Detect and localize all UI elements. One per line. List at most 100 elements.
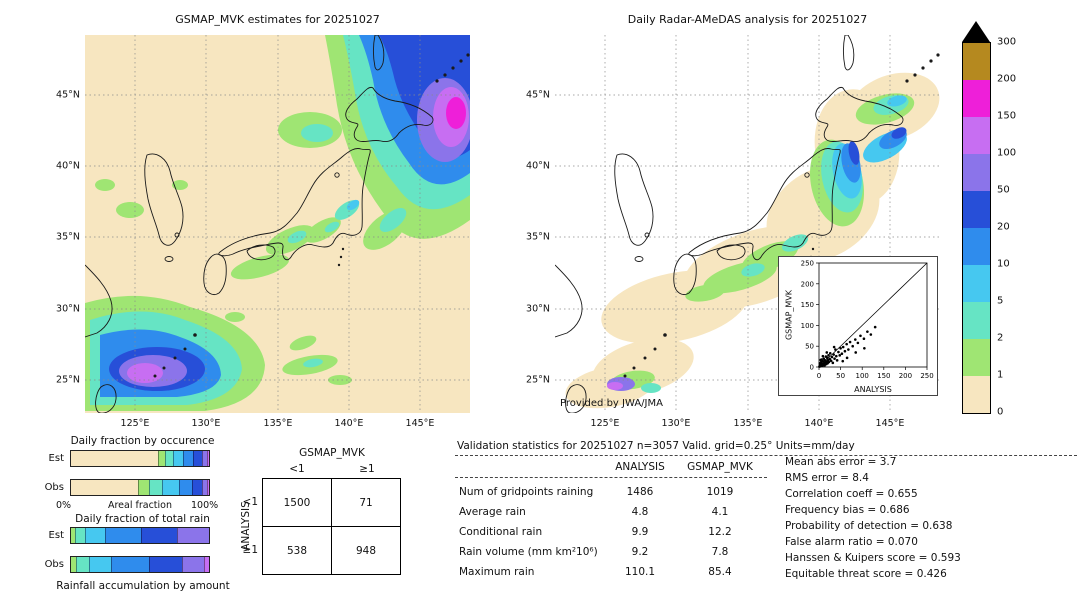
bar-segment <box>149 480 163 495</box>
areal-axis-label: Areal fraction <box>107 500 172 511</box>
colorbar-band-5-10 <box>963 265 990 302</box>
svg-text:0: 0 <box>810 364 814 372</box>
colorbar-label: 20 <box>997 221 1010 233</box>
bar-segment <box>157 451 166 466</box>
contingency-cell-hit-none: 1500 <box>262 478 332 527</box>
validation-stats-panel: Validation statistics for 20251027 n=305… <box>455 440 1077 600</box>
y-tick-label: 40°N <box>56 160 80 172</box>
data-credit: Provided by JWA/JMA <box>560 398 663 409</box>
contingency-col-header-ge1: ≥1 <box>359 463 375 475</box>
occurrence-bar-obs <box>70 479 210 496</box>
bar-segment <box>172 451 183 466</box>
bar-segment <box>104 528 141 543</box>
occurrence-chart-title: Daily fraction by occurence <box>70 435 215 447</box>
x-tick-label: 140°E <box>804 418 834 429</box>
totalrain-bar-obs <box>70 556 210 573</box>
svg-text:150: 150 <box>801 301 814 309</box>
svg-text:200: 200 <box>899 372 912 380</box>
occurrence-bar-est <box>70 450 210 467</box>
colorbar-label: 5 <box>997 295 1004 307</box>
colorbar-label: 200 <box>997 73 1017 85</box>
bar-segment <box>149 557 182 572</box>
svg-text:250: 250 <box>920 372 933 380</box>
colorbar-overflow-triangle <box>962 21 990 42</box>
y-tick-label: 45°N <box>526 89 550 101</box>
colorbar-label: 150 <box>997 110 1017 122</box>
colorbar-band-150-200 <box>963 80 990 117</box>
colorbar-label: 1 <box>997 369 1004 381</box>
x-tick-label: 130°E <box>661 418 691 429</box>
bar-segment <box>89 557 112 572</box>
x-tick-label: 135°E <box>263 418 293 429</box>
stats-row: Maximum rain 110.1 85.4 <box>459 566 732 578</box>
contingency-row-header-ge1: ≥1 <box>242 544 258 556</box>
areal-axis-min: 0% <box>56 500 72 511</box>
bar-segment <box>162 480 179 495</box>
stats-row: Rain volume (mm km²10⁶) 9.2 7.8 <box>459 546 729 558</box>
bar-segment <box>140 528 178 543</box>
x-tick-label: 140°E <box>334 418 364 429</box>
gsmap-precip-map-svg <box>85 35 470 413</box>
y-tick-label: 35°N <box>526 231 550 243</box>
metric-line: RMS error = 8.4 <box>785 472 869 484</box>
bar-segment <box>206 451 210 466</box>
stats-row: Conditional rain 9.9 12.2 <box>459 526 732 538</box>
bar-segment <box>165 451 173 466</box>
bar-segment <box>111 557 150 572</box>
gsmap-precipitation-field <box>85 35 470 411</box>
bar-segment <box>71 480 138 495</box>
bar-segment <box>177 528 210 543</box>
scatter-svg: 00 50 50 100 100 150 150 200 200 250 250 <box>801 260 934 381</box>
colorbar-band-20-50 <box>963 191 990 228</box>
metric-line: Mean abs error = 3.7 <box>785 456 897 468</box>
y-tick-label: 35°N <box>56 231 80 243</box>
radar-precip-map: 25°N 30°N 35°N 40°N 45°N 125°E 130°E 135°E 140°… <box>526 35 940 429</box>
contingency-cell-miss: 538 <box>262 526 332 575</box>
metric-line: Hanssen & Kuipers score = 0.593 <box>785 552 961 564</box>
svg-text:100: 100 <box>856 372 869 380</box>
contingency-col-title: GSMAP_MVK <box>299 447 365 459</box>
x-tick-label: 145°E <box>875 418 905 429</box>
colorbar-label: 50 <box>997 184 1010 196</box>
bar-segment <box>74 528 86 543</box>
divider <box>455 477 767 478</box>
y-tick-label: 40°N <box>526 160 550 172</box>
contingency-cell-false-alarm: 71 <box>331 478 401 527</box>
divider <box>455 455 1077 456</box>
colorbar-band-0-1 <box>963 376 990 413</box>
bar-segment <box>191 480 202 495</box>
colorbar-band-100-150 <box>963 117 990 154</box>
radar-precipitation-field <box>607 93 915 393</box>
contingency-col-headers: <1 ≥1 <box>262 463 402 475</box>
colorbar-band-1-2 <box>963 339 990 376</box>
colorbar-label: 0 <box>997 406 1004 418</box>
colorbar-band-50-100 <box>963 154 990 191</box>
colorbar-label: 10 <box>997 258 1010 270</box>
bar-segment <box>182 451 193 466</box>
stats-col-headers: ANALYSIS GSMAP_MVK <box>455 461 765 473</box>
radar-map-title: Daily Radar-AMeDAS analysis for 20251027 <box>627 13 868 26</box>
colorbar-label: 2 <box>997 332 1004 344</box>
colorbar-labels: 300 200 150 100 50 20 10 5 2 1 0 <box>997 37 1037 418</box>
stats-col-gsmap: GSMAP_MVK <box>687 461 753 473</box>
bar-segment <box>71 557 77 572</box>
totalrain-est-label: Est <box>48 530 64 541</box>
bar-segment <box>71 451 158 466</box>
analysis-vs-gsmap-scatter: 0 0 50 50 100 100 150 150 200 200 250 250 ANALYSIS … <box>778 256 938 396</box>
metric-line: Correlation coeff = 0.655 <box>785 488 918 500</box>
colorbar-label: 300 <box>997 36 1017 48</box>
bar-segment <box>137 480 150 495</box>
stats-rows: Num of gridpoints raining 1486 1019 Average… <box>455 482 767 582</box>
totalrain-chart-caption: Rainfall accumulation by amount <box>56 580 230 592</box>
stats-row: Num of gridpoints raining 1486 1019 <box>459 486 734 498</box>
metric-line: Equitable threat score = 0.426 <box>785 568 947 580</box>
radar-precip-map-svg <box>555 35 940 413</box>
bar-segment <box>204 557 210 572</box>
bar-segment <box>71 528 75 543</box>
svg-text:150: 150 <box>877 372 890 380</box>
metric-line: False alarm ratio = 0.070 <box>785 536 918 548</box>
stats-col-analysis: ANALYSIS <box>615 461 665 473</box>
svg-text:50: 50 <box>805 343 814 351</box>
bar-segment <box>178 480 192 495</box>
colorbar-band-2-5 <box>963 302 990 339</box>
